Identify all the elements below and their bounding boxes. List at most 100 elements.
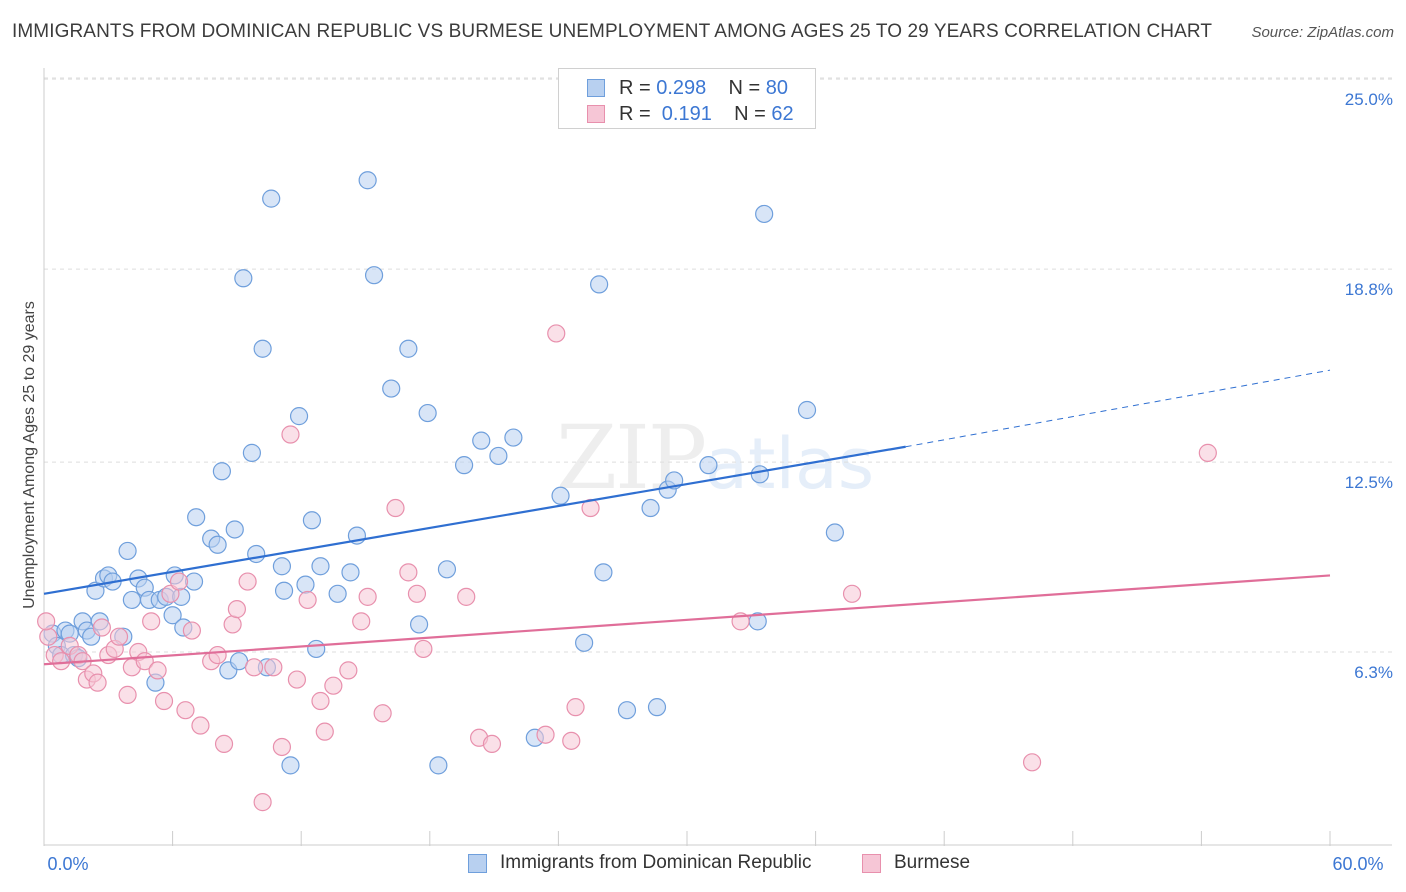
dominican-point	[302, 511, 322, 530]
legend-r-label: R =	[619, 103, 651, 125]
legend-swatch-pink	[862, 854, 881, 873]
dominican-point	[247, 544, 266, 564]
dominican-point	[825, 523, 844, 542]
burmese-point	[39, 627, 58, 646]
burmese-point	[142, 612, 161, 631]
dominican-point	[590, 275, 609, 294]
dominican-point	[489, 446, 508, 466]
legend-r-label: R =	[619, 77, 651, 99]
burmese-point	[223, 615, 242, 634]
burmese-point	[169, 572, 189, 591]
dominican-point	[212, 462, 231, 481]
burmese-point	[339, 661, 358, 680]
source-label: Source: ZipAtlas.com	[1251, 24, 1394, 41]
y-axis-label-text: Unemployment Among Ages 25 to 29 years	[21, 301, 38, 609]
dominican-point	[187, 508, 206, 527]
dominican-point	[208, 535, 227, 554]
legend-r-value: 0.298	[656, 77, 707, 99]
burmese-point	[281, 425, 300, 444]
dominican-point	[647, 698, 667, 717]
dominican-point	[429, 756, 448, 775]
dominican-point	[272, 557, 292, 576]
dominican-point	[437, 560, 457, 579]
burmese-point	[214, 734, 234, 754]
watermark-atlas: atlas	[705, 423, 875, 505]
watermark: ZIPatlas	[556, 406, 874, 509]
legend-swatch-blue	[587, 79, 605, 97]
burmese-point	[148, 661, 167, 680]
dominican-point	[472, 431, 491, 450]
dominican-point	[617, 701, 637, 720]
legend-label-dominican: Immigrants from Dominican Republic	[500, 852, 812, 873]
dominican-point	[242, 443, 262, 462]
burmese-point	[253, 793, 272, 812]
dominican-point	[296, 575, 315, 594]
burmese-point	[182, 621, 201, 640]
burmese-point	[566, 698, 585, 717]
burmese-point	[324, 676, 343, 695]
burmese-point	[562, 731, 581, 750]
y-tick-label: 25.0%	[1345, 90, 1393, 109]
dominican-point	[454, 456, 474, 475]
dominican-point	[409, 615, 429, 634]
burmese-point	[238, 572, 257, 591]
burmese-point	[358, 587, 377, 606]
dominican-point	[281, 756, 300, 775]
legend-swatch-blue	[468, 854, 487, 873]
dominican-point	[399, 339, 418, 358]
legend-n-value: 62	[771, 103, 794, 125]
dominican-point	[797, 400, 817, 420]
dominican-point	[551, 486, 570, 505]
burmese-point	[373, 704, 392, 723]
burmese-point	[352, 612, 371, 631]
dominican-point	[307, 639, 326, 659]
x-tick-label-max: 60.0%	[1332, 854, 1383, 874]
y-tick-label: 12.5%	[1345, 473, 1393, 492]
dominican-point	[328, 584, 347, 603]
burmese-point	[311, 691, 330, 711]
y-tick-label: 6.3%	[1354, 663, 1393, 682]
dominican-point	[341, 563, 360, 582]
burmese-point	[208, 645, 227, 665]
legend-swatch-pink	[587, 105, 605, 123]
dominican-point	[641, 498, 660, 518]
dominican-point	[118, 541, 137, 561]
burmese-point	[109, 627, 129, 646]
burmese-point	[407, 584, 427, 603]
dominican-point	[504, 428, 523, 447]
dominican-point	[274, 581, 294, 600]
dominican-point	[699, 456, 718, 475]
burmese-point	[154, 691, 174, 711]
legend-n-label: N =	[728, 77, 761, 99]
burmese-point	[37, 612, 56, 631]
dominican-trend-line	[43, 445, 906, 595]
dominican-point	[575, 633, 594, 652]
burmese-point	[272, 737, 292, 757]
legend-r-value: 0.191	[656, 103, 712, 125]
burmese-point	[244, 658, 264, 677]
burmese-point	[315, 722, 334, 741]
dominican-point	[225, 520, 244, 539]
correlation-legend: R = 0.298 N = 80 R = 0.191 N = 62	[558, 68, 816, 129]
burmese-point	[386, 498, 405, 518]
chart-title: IMMIGRANTS FROM DOMINICAN REPUBLIC VS BU…	[12, 21, 1213, 42]
dominican-trend-extension	[905, 369, 1331, 448]
burmese-point	[842, 584, 862, 603]
dominican-point	[358, 171, 377, 190]
legend-label-burmese: Burmese	[894, 852, 971, 873]
y-tick-label: 18.8%	[1345, 280, 1393, 299]
burmese-point	[227, 600, 246, 619]
burmese-point	[176, 701, 195, 720]
x-tick-label-min: 0.0%	[47, 854, 88, 874]
burmese-point	[287, 670, 307, 689]
dominican-point	[253, 339, 272, 358]
dominican-point	[382, 379, 401, 398]
burmese-point	[191, 716, 210, 735]
burmese-point	[536, 725, 555, 744]
dominican-point	[364, 266, 384, 285]
legend-n-value: 80	[765, 77, 789, 99]
burmese-point	[457, 587, 476, 606]
legend-n-label: N =	[734, 103, 766, 125]
burmese-point	[399, 563, 418, 582]
burmese-point	[1022, 753, 1042, 772]
